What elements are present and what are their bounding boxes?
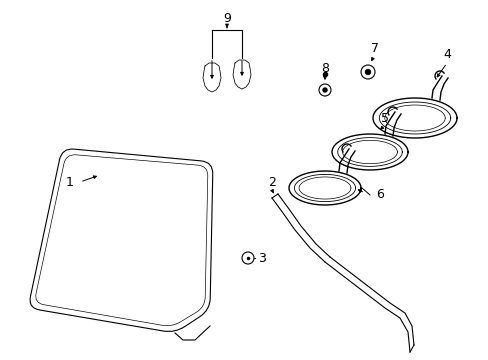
- Text: 7: 7: [370, 41, 378, 54]
- Text: 4: 4: [442, 49, 450, 62]
- Circle shape: [323, 88, 326, 92]
- Circle shape: [365, 69, 370, 75]
- Text: 3: 3: [258, 252, 265, 265]
- Text: 1: 1: [66, 175, 74, 189]
- Text: 9: 9: [223, 12, 230, 24]
- Text: 8: 8: [320, 62, 328, 75]
- Text: 2: 2: [267, 176, 275, 189]
- Text: 6: 6: [375, 189, 383, 202]
- Text: 5: 5: [380, 112, 388, 125]
